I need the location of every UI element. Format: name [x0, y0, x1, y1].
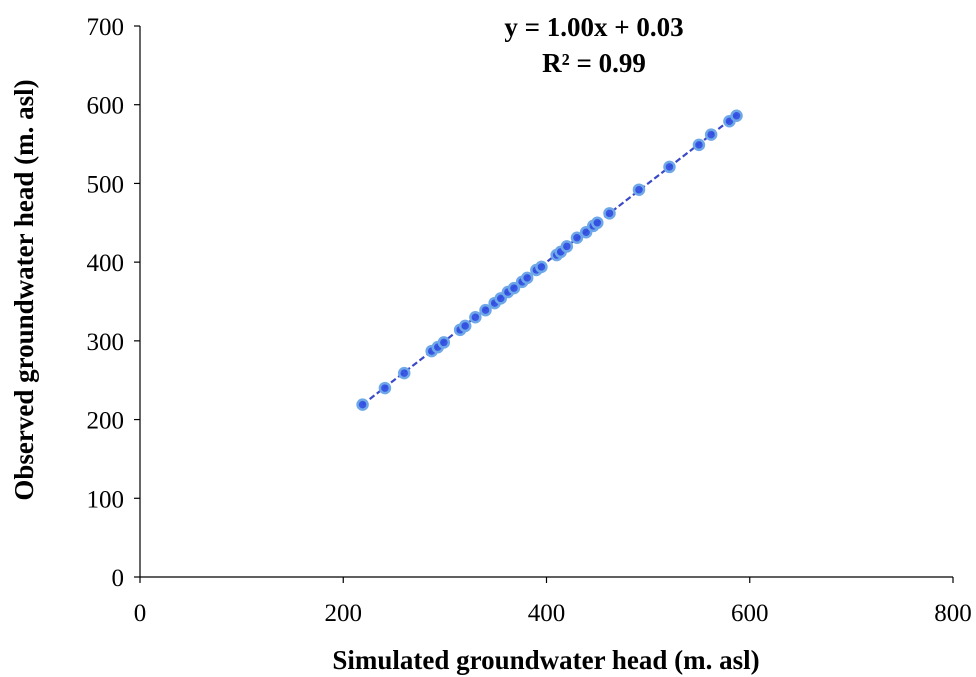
- data-point: [730, 109, 743, 122]
- data-point: [632, 183, 646, 196]
- y-tick-label: 300: [87, 329, 125, 356]
- data-point: [663, 160, 676, 174]
- x-tick-label: 400: [528, 600, 566, 627]
- data-point: [458, 319, 472, 333]
- x-tick-label: 600: [731, 600, 769, 627]
- data-point: [507, 281, 521, 295]
- x-tick-label: 0: [134, 600, 147, 627]
- y-tick-label: 400: [87, 250, 125, 277]
- data-point: [535, 260, 548, 274]
- data-point: [397, 366, 411, 380]
- x-tick-label: 800: [934, 600, 972, 627]
- data-point: [378, 381, 392, 395]
- y-tick-label: 600: [87, 93, 125, 120]
- data-point: [520, 271, 534, 285]
- data-point: [356, 398, 369, 411]
- data-points: [356, 109, 743, 411]
- data-point: [570, 231, 584, 244]
- y-tick-label: 0: [112, 565, 125, 592]
- x-tick-label: 200: [325, 600, 363, 627]
- data-point: [437, 336, 451, 349]
- data-point: [560, 240, 574, 253]
- axes: [139, 26, 953, 578]
- x-axis-title: Simulated groundwater head (m. asl): [332, 645, 759, 675]
- y-axis-title: Observed groundwater head (m. asl): [9, 79, 39, 500]
- y-tick-label: 500: [87, 171, 125, 198]
- data-point: [591, 216, 604, 230]
- y-tick-label: 100: [87, 486, 125, 513]
- y-tick-label: 700: [87, 14, 125, 41]
- ticks: 0 200 400 600 800 0 100 200 300 400 500 600 700: [87, 14, 972, 627]
- data-point: [603, 207, 616, 220]
- r-squared-label: R² = 0.99: [542, 48, 646, 78]
- trendline-group: [361, 113, 739, 406]
- trendline: [361, 113, 739, 406]
- data-point: [704, 128, 718, 141]
- regression-equation: y = 1.00x + 0.03: [504, 12, 683, 42]
- data-point: [469, 310, 482, 324]
- data-point: [692, 138, 706, 152]
- data-point: [479, 303, 492, 317]
- y-tick-label: 200: [87, 408, 125, 435]
